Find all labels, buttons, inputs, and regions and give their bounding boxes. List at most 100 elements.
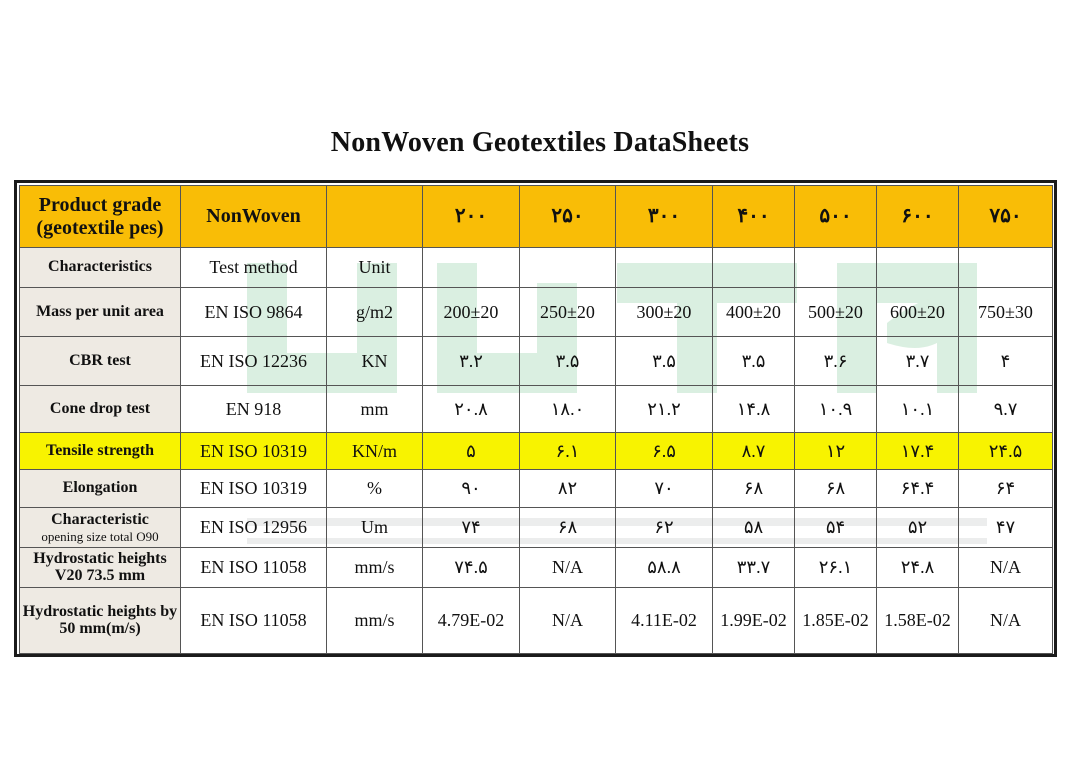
datasheet-table: Product grade (geotextile pes) NonWoven … [19, 185, 1053, 654]
value-cell: ۳.۲ [422, 336, 520, 386]
row-label-main: Characteristic [51, 510, 149, 528]
value-cell: ۷۴.۵ [422, 547, 520, 588]
unit-cell: KN/m [326, 432, 423, 470]
grade-cell: ۳۰۰ [615, 185, 713, 248]
row-label: Hydrostatic heights V20 73.5 mm [19, 547, 181, 588]
value-cell: ۶۴.۴ [876, 469, 959, 508]
row-label: Cone drop test [19, 385, 181, 433]
unit-cell: mm/s [326, 587, 423, 654]
value-cell [712, 247, 795, 288]
unit-cell: Um [326, 507, 423, 548]
row-label-sub: opening size total O90 [41, 528, 159, 544]
table-row: Hydrostatic heights by 50 mm(m/s) EN ISO… [19, 587, 1053, 654]
datasheet-table-frame: Product grade (geotextile pes) NonWoven … [14, 180, 1057, 657]
value-cell: ۳.۵ [712, 336, 795, 386]
value-cell: ۲۴.۸ [876, 547, 959, 588]
value-cell: 1.58E-02 [876, 587, 959, 654]
value-cell: 600±20 [876, 287, 959, 337]
row-label: Mass per unit area [19, 287, 181, 337]
value-cell: ۲۴.۵ [958, 432, 1053, 470]
value-cell: N/A [519, 547, 616, 588]
value-cell: ۲۶.۱ [794, 547, 877, 588]
value-cell: ۷۰ [615, 469, 713, 508]
value-cell: ۱۴.۸ [712, 385, 795, 433]
header-method: NonWoven [180, 185, 327, 248]
value-cell: ۲۰.۸ [422, 385, 520, 433]
value-cell: ۶۴ [958, 469, 1053, 508]
grade-cell: ۷۵۰ [958, 185, 1053, 248]
test-method-cell: EN 918 [180, 385, 327, 433]
value-cell: ۲۱.۲ [615, 385, 713, 433]
row-label: Characteristics [19, 247, 181, 288]
value-cell: ۶.۱ [519, 432, 616, 470]
unit-cell: mm [326, 385, 423, 433]
value-cell: ۵۴ [794, 507, 877, 548]
value-cell: N/A [519, 587, 616, 654]
grade-cell: ۲۰۰ [422, 185, 520, 248]
header-product-grade: Product grade (geotextile pes) [19, 185, 181, 248]
value-cell: ۳.۷ [876, 336, 959, 386]
test-method-cell: Test method [180, 247, 327, 288]
test-method-cell: EN ISO 9864 [180, 287, 327, 337]
value-cell: ۹۰ [422, 469, 520, 508]
table-row-highlighted: Tensile strength EN ISO 10319 KN/m ۵ ۶.۱… [19, 432, 1053, 470]
value-cell: N/A [958, 587, 1053, 654]
row-label: Hydrostatic heights by 50 mm(m/s) [19, 587, 181, 654]
value-cell: 300±20 [615, 287, 713, 337]
value-cell: ۵۸ [712, 507, 795, 548]
test-method-cell: EN ISO 11058 [180, 587, 327, 654]
value-cell: 400±20 [712, 287, 795, 337]
table-row: Mass per unit area EN ISO 9864 g/m2 200±… [19, 287, 1053, 337]
value-cell: ۳.۵ [519, 336, 616, 386]
test-method-cell: EN ISO 10319 [180, 432, 327, 470]
row-label: Tensile strength [19, 432, 181, 470]
value-cell: ۳۳.۷ [712, 547, 795, 588]
value-cell: ۶۸ [519, 507, 616, 548]
row-label: Elongation [19, 469, 181, 508]
table-row: Cone drop test EN 918 mm ۲۰.۸ ۱۸.۰ ۲۱.۲ … [19, 385, 1053, 433]
unit-cell: mm/s [326, 547, 423, 588]
row-label: CBR test [19, 336, 181, 386]
value-cell [958, 247, 1053, 288]
unit-cell: KN [326, 336, 423, 386]
value-cell: 750±30 [958, 287, 1053, 337]
value-cell: ۵ [422, 432, 520, 470]
value-cell: N/A [958, 547, 1053, 588]
grade-cell: ۲۵۰ [519, 185, 616, 248]
value-cell: 200±20 [422, 287, 520, 337]
grade-cell: ۴۰۰ [712, 185, 795, 248]
table-row: Elongation EN ISO 10319 % ۹۰ ۸۲ ۷۰ ۶۸ ۶۸… [19, 469, 1053, 508]
grade-cell: ۵۰۰ [794, 185, 877, 248]
value-cell: ۶۸ [712, 469, 795, 508]
value-cell: ۵۲ [876, 507, 959, 548]
test-method-cell: EN ISO 12236 [180, 336, 327, 386]
header-row: Product grade (geotextile pes) NonWoven … [19, 185, 1053, 248]
value-cell: ۳.۵ [615, 336, 713, 386]
test-method-cell: EN ISO 10319 [180, 469, 327, 508]
value-cell: ۹.۷ [958, 385, 1053, 433]
value-cell [422, 247, 520, 288]
value-cell: ۱۸.۰ [519, 385, 616, 433]
value-cell: ۱۷.۴ [876, 432, 959, 470]
value-cell: 500±20 [794, 287, 877, 337]
value-cell: ۸.۷ [712, 432, 795, 470]
value-cell: 250±20 [519, 287, 616, 337]
table-row: CBR test EN ISO 12236 KN ۳.۲ ۳.۵ ۳.۵ ۳.۵… [19, 336, 1053, 386]
value-cell: 4.11E-02 [615, 587, 713, 654]
table-row: Hydrostatic heights V20 73.5 mm EN ISO 1… [19, 547, 1053, 588]
value-cell: ۶۲ [615, 507, 713, 548]
value-cell: ۴ [958, 336, 1053, 386]
value-cell: ۶.۵ [615, 432, 713, 470]
value-cell [794, 247, 877, 288]
unit-cell: % [326, 469, 423, 508]
row-label: Characteristic opening size total O90 [19, 507, 181, 548]
table-row: Characteristics Test method Unit [19, 247, 1053, 288]
value-cell: ۱۰.۹ [794, 385, 877, 433]
value-cell [519, 247, 616, 288]
test-method-cell: EN ISO 11058 [180, 547, 327, 588]
value-cell [876, 247, 959, 288]
value-cell: ۱۲ [794, 432, 877, 470]
unit-cell: g/m2 [326, 287, 423, 337]
table-row: Characteristic opening size total O90 EN… [19, 507, 1053, 548]
value-cell: 1.85E-02 [794, 587, 877, 654]
